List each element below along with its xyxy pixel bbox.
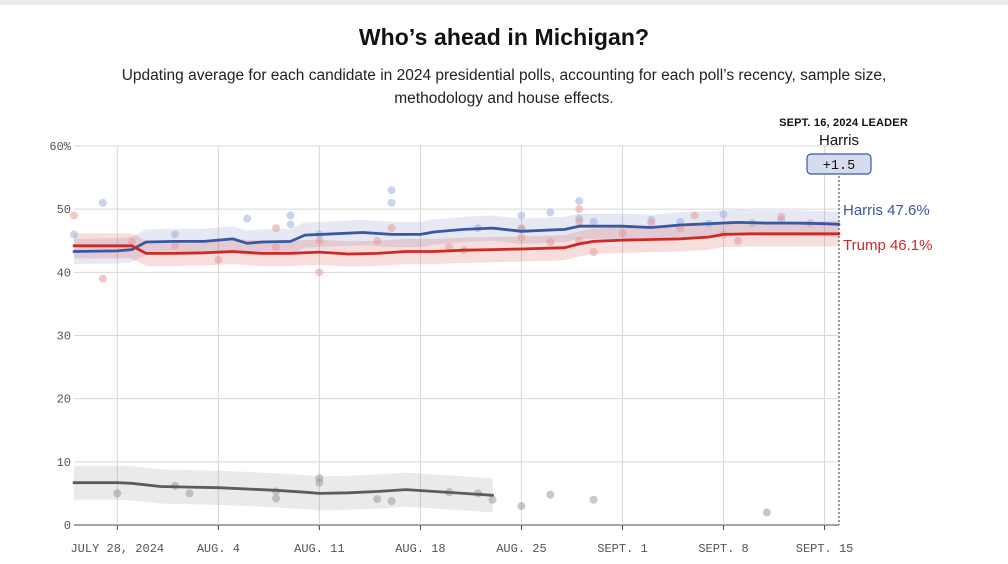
other-poll-dot-15 — [762, 508, 771, 517]
harris-poll-dot-13 — [575, 196, 584, 205]
x-tick-label-6: SEPT. 8 — [698, 542, 748, 556]
confidence-bands — [74, 209, 839, 513]
other-line — [72, 481, 495, 497]
other-poll-dot-7 — [373, 495, 382, 504]
trump-poll-dot-20 — [618, 229, 627, 238]
leader-margin-value: +1.5 — [823, 159, 855, 174]
harris-poll-dot-3 — [243, 214, 252, 223]
harris-poll-dot-7 — [387, 186, 396, 195]
harris-line — [72, 220, 841, 253]
trump-poll-dot-2 — [127, 238, 136, 247]
trump-poll-dot-26 — [777, 212, 786, 221]
other-poll-dot-3 — [272, 494, 281, 503]
trump-poll-dot-17 — [575, 217, 584, 226]
other-poll-dot-0 — [113, 489, 122, 498]
trump-poll-dot-5 — [272, 224, 281, 233]
poll-dots — [70, 186, 815, 517]
trump-poll-dot-10 — [387, 224, 396, 233]
trump-poll-dot-25 — [733, 236, 742, 245]
y-tick-label-20: 20 — [57, 393, 71, 407]
y-tick-label-60: 60% — [49, 140, 71, 154]
other-poll-dot-8 — [387, 496, 396, 505]
trump-band — [74, 221, 839, 267]
harris-end-label: Harris 47.6% — [843, 202, 930, 219]
leader-name: Harris — [819, 132, 859, 149]
axis-labels: 0 10 20 30 40 50 60% JULY 28, 2024 AUG. 4 AUG. 11… — [49, 140, 853, 556]
other-poll-dot-12 — [517, 502, 526, 511]
trump-poll-dot-15 — [546, 238, 555, 247]
x-tick-label-4: AUG. 25 — [496, 542, 546, 556]
harris-poll-dot-15 — [589, 217, 598, 226]
harris-poll-dot-1 — [98, 198, 107, 207]
other-poll-dot-11 — [488, 495, 497, 504]
trump-poll-dot-3 — [171, 241, 180, 250]
y-tick-label-50: 50 — [57, 203, 71, 217]
other-poll-dot-2 — [185, 489, 194, 498]
x-tick-label-3: AUG. 18 — [395, 542, 445, 556]
x-tick-label-5: SEPT. 1 — [597, 542, 647, 556]
trump-poll-dot-7 — [315, 268, 324, 277]
trump-poll-dot-14 — [517, 233, 526, 242]
leader-date-label: SEPT. 16, 2024 LEADER — [779, 117, 908, 129]
trump-poll-dot-19 — [589, 248, 598, 257]
trump-end-label: Trump 46.1% — [843, 237, 932, 254]
trump-poll-dot-21 — [647, 219, 656, 228]
grid-layer — [74, 145, 839, 530]
leader-annotation: SEPT. 16, 2024 LEADER Harris +1.5 — [779, 117, 908, 525]
end-labels: Harris 47.6% Trump 46.1% — [843, 202, 932, 254]
x-tick-label-1: AUG. 4 — [197, 542, 240, 556]
other-band — [74, 465, 493, 513]
harris-poll-dot-4 — [286, 211, 295, 220]
trump-poll-dot-16 — [575, 205, 584, 214]
y-tick-label-10: 10 — [57, 456, 71, 470]
other-poll-dot-6 — [315, 478, 324, 487]
y-tick-label-40: 40 — [57, 266, 71, 280]
trump-poll-dot-1 — [98, 274, 107, 283]
trump-poll-dot-8 — [315, 236, 324, 245]
harris-poll-dot-19 — [719, 210, 728, 219]
x-tick-label-2: AUG. 11 — [294, 542, 344, 556]
trump-poll-dot-23 — [690, 211, 699, 220]
chart-subtitle: Updating average for each candidate in 2… — [121, 67, 887, 107]
chart-title: Who’s ahead in Michigan? — [358, 24, 650, 50]
leader-margin-badge — [806, 153, 872, 175]
x-tick-label-0: JULY 28, 2024 — [70, 542, 164, 556]
trump-poll-dot-11 — [445, 243, 454, 252]
harris-poll-dot-0 — [70, 230, 78, 239]
y-tick-label-30: 30 — [57, 330, 71, 344]
harris-poll-dot-8 — [387, 198, 396, 207]
trump-poll-dot-6 — [272, 243, 281, 252]
trump-poll-dot-9 — [373, 236, 382, 245]
other-poll-dot-14 — [589, 495, 598, 504]
trump-poll-dot-0 — [70, 211, 78, 220]
trump-line — [72, 232, 841, 256]
other-poll-dot-13 — [546, 490, 555, 499]
x-tick-label-7: SEPT. 15 — [796, 542, 854, 556]
harris-poll-dot-10 — [517, 211, 526, 220]
trend-lines — [72, 220, 841, 497]
trump-poll-dot-4 — [214, 255, 223, 264]
harris-poll-dot-2 — [171, 230, 180, 239]
harris-poll-dot-5 — [286, 220, 295, 229]
top-bar — [0, 0, 1008, 5]
harris-poll-dot-12 — [546, 208, 555, 217]
y-tick-label-0: 0 — [64, 519, 71, 533]
